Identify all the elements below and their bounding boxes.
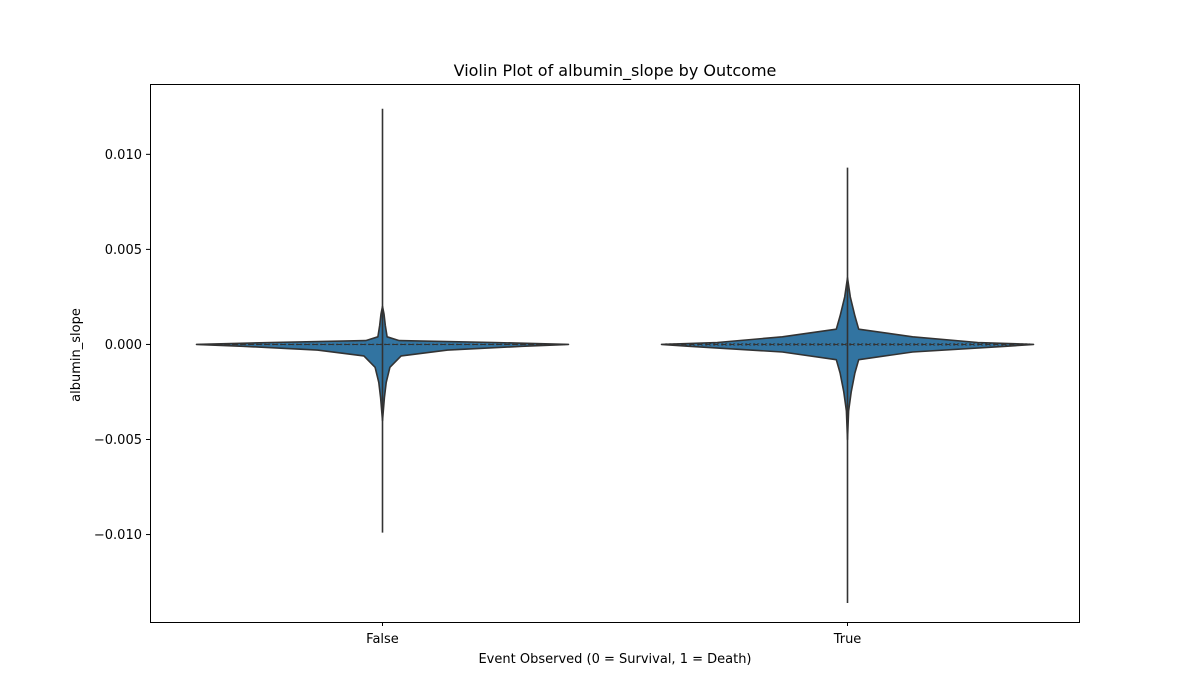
y-tick-label: −0.005 xyxy=(94,433,142,448)
axes-frame xyxy=(150,84,1080,623)
x-axis: False True xyxy=(366,622,861,647)
y-axis-label: albumin_slope xyxy=(69,308,84,402)
y-tick-label: 0.000 xyxy=(105,338,142,353)
y-tick-label: −0.010 xyxy=(94,528,142,543)
y-axis: 0.010 0.005 0.000 −0.005 −0.010 xyxy=(94,148,150,543)
y-tick-label: 0.010 xyxy=(105,148,142,163)
chart-title: Violin Plot of albumin_slope by Outcome xyxy=(454,61,777,81)
x-axis-label: Event Observed (0 = Survival, 1 = Death) xyxy=(478,652,751,667)
plot-area xyxy=(195,108,1035,603)
y-tick-label: 0.005 xyxy=(105,243,142,258)
x-tick-label: True xyxy=(833,632,862,647)
x-tick-label: False xyxy=(366,632,399,647)
